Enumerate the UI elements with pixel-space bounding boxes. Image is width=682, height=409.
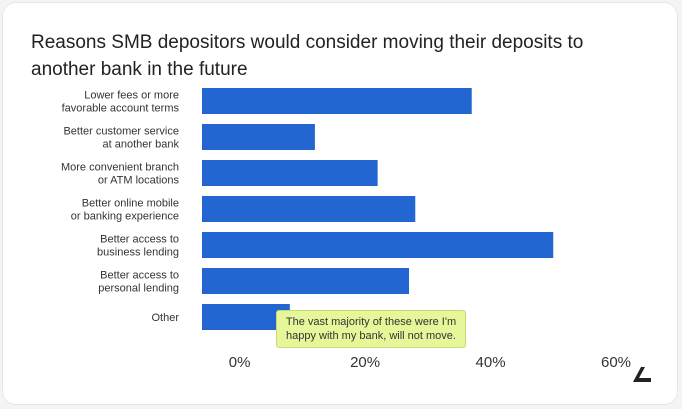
bar-5 xyxy=(202,232,554,258)
category-label-6: Better access to personal lending xyxy=(98,270,179,295)
bar-1 xyxy=(202,88,472,114)
category-label-5: Better access to business lending xyxy=(97,234,179,259)
x-tick-label-3: 40% xyxy=(476,354,506,371)
chart-title: Reasons SMB depositors would consider mo… xyxy=(31,32,584,80)
bar-3 xyxy=(202,160,378,186)
x-tick-label-1: 0% xyxy=(229,354,251,371)
annotation-callout: The vast majority of these were I'm happ… xyxy=(276,310,466,348)
bar-2 xyxy=(202,124,315,150)
bar-6 xyxy=(202,268,409,294)
category-label-7: Other xyxy=(151,312,179,324)
category-label-3: More convenient branch or ATM locations xyxy=(61,162,180,187)
brand-logo-icon xyxy=(633,367,651,382)
category-label-2: Better customer service at another bank xyxy=(63,126,179,151)
bar-7 xyxy=(202,304,290,330)
category-label-4: Better online mobile or banking experienc… xyxy=(71,198,179,223)
x-tick-label-2: 20% xyxy=(350,354,380,371)
x-tick-label-4: 60% xyxy=(601,354,631,371)
category-label-1: Lower fees or more favorable account term… xyxy=(62,90,180,115)
bar-4 xyxy=(202,196,416,222)
